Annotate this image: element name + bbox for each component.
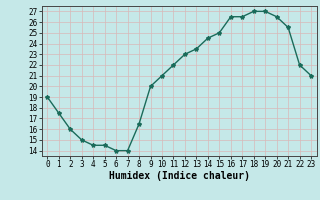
X-axis label: Humidex (Indice chaleur): Humidex (Indice chaleur) xyxy=(109,171,250,181)
